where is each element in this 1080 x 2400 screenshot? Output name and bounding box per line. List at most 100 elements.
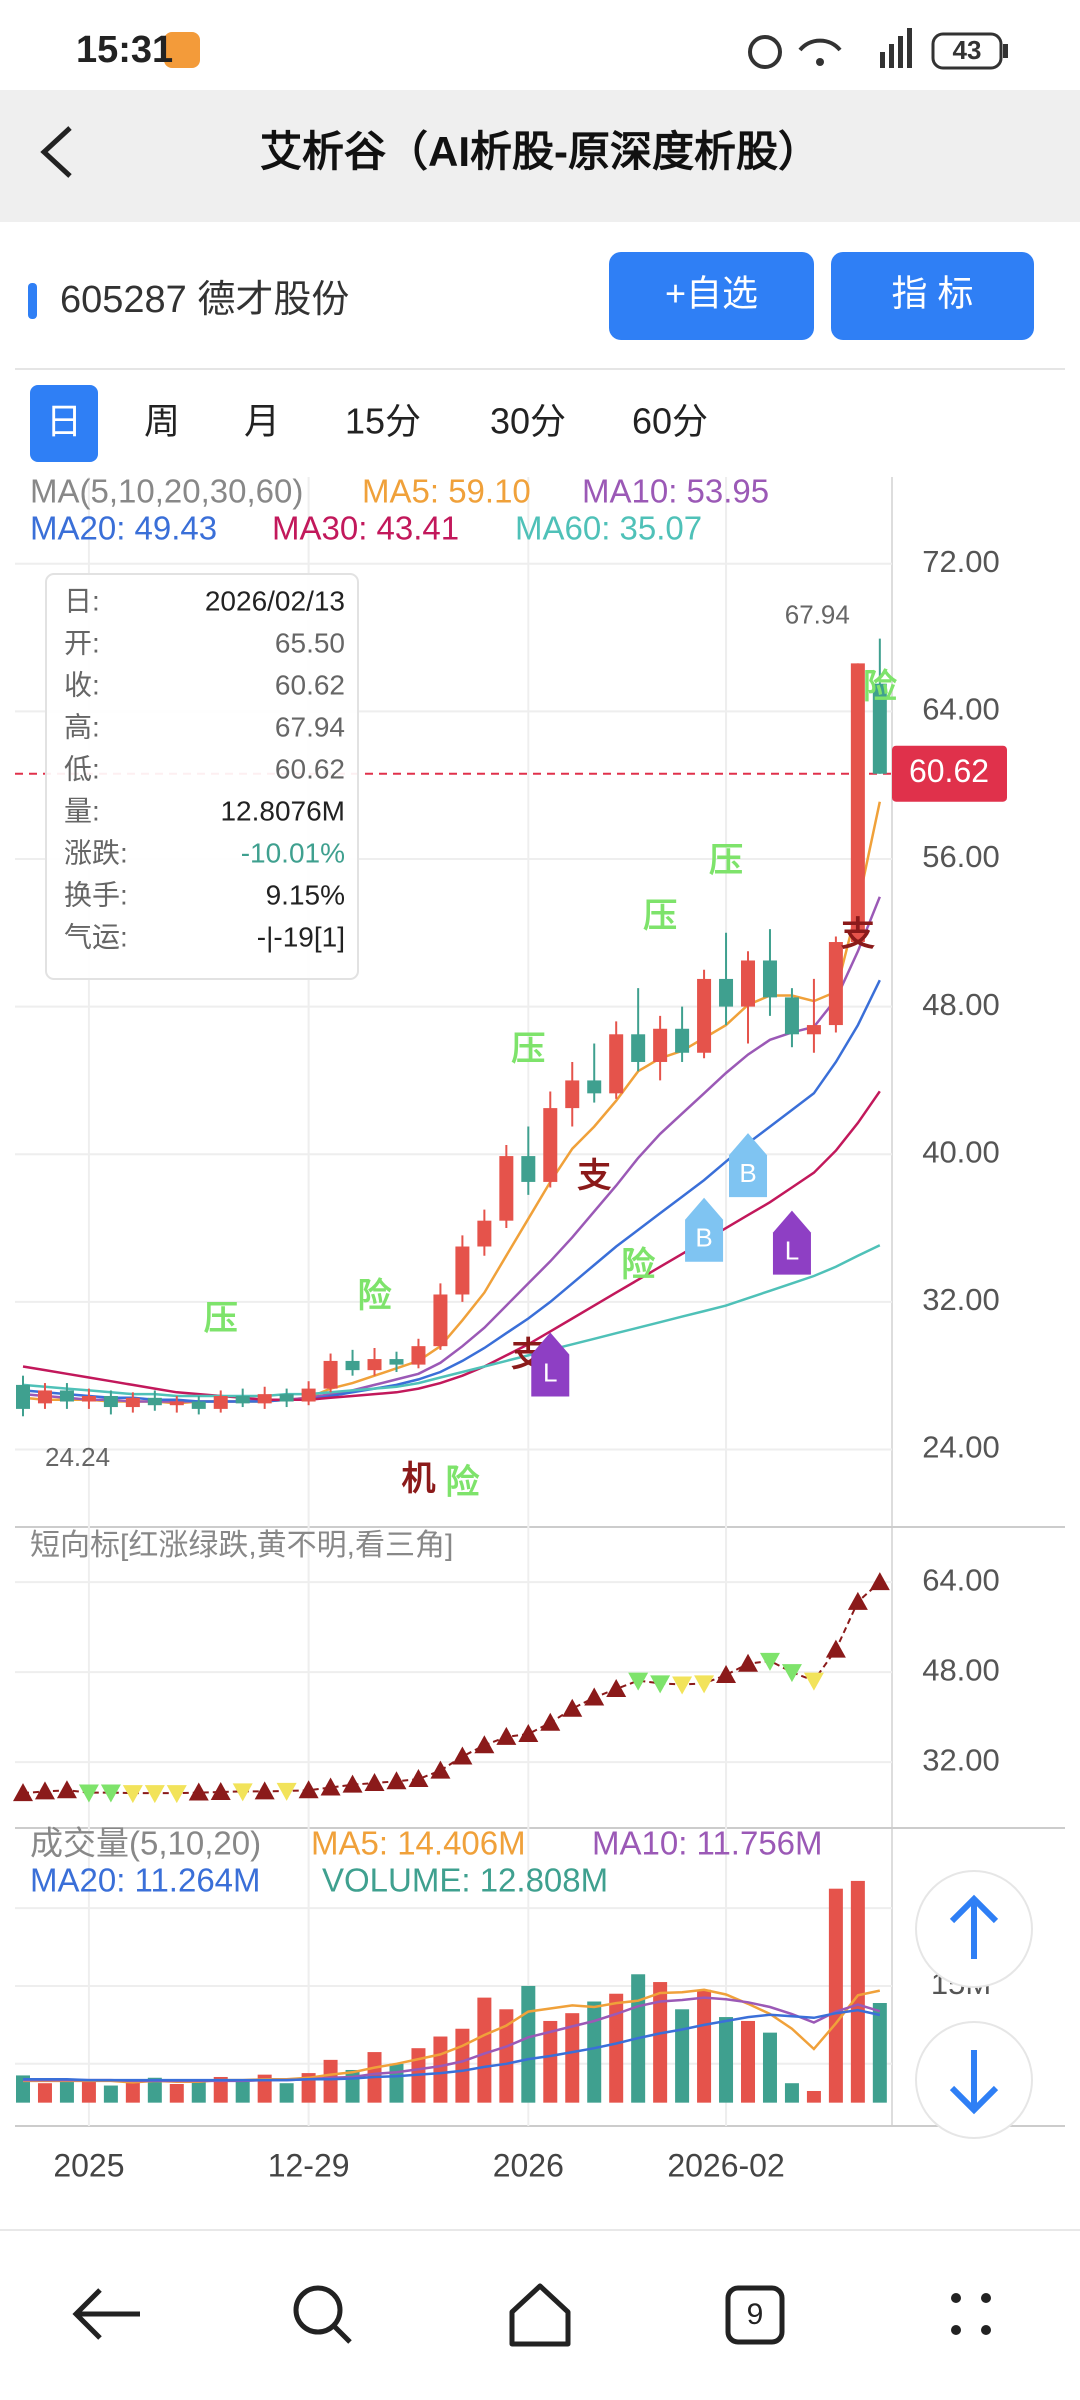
y-tick-label: 32.00 <box>922 1742 1000 1777</box>
float-button-arrow <box>949 1894 999 1959</box>
signal-triangle <box>34 1781 55 1800</box>
candle-body <box>279 1394 294 1402</box>
signal-triangle <box>298 1780 319 1799</box>
back-button[interactable] <box>40 126 72 178</box>
candle-body <box>587 1080 602 1094</box>
y-tick-label: 56.00 <box>922 839 1000 874</box>
signal-triangle <box>825 1639 846 1658</box>
signal-badge <box>531 1332 570 1397</box>
volume-legend: MA5: 14.406M <box>311 1825 526 1862</box>
ma-line <box>22 896 881 1403</box>
signal-triangle <box>781 1664 802 1683</box>
volume-bar <box>169 2083 184 2103</box>
tab[interactable]: 周 <box>144 401 180 442</box>
volume-bar <box>521 1985 536 2103</box>
volume-bar <box>257 2074 272 2103</box>
signal-badge-label: B <box>739 1158 756 1188</box>
signal-triangle <box>78 1784 99 1803</box>
candle-body <box>59 1390 74 1402</box>
candle-body <box>169 1401 184 1406</box>
candle-body <box>147 1397 162 1406</box>
signal-triangle <box>518 1724 539 1743</box>
tab[interactable]: 15分 <box>345 401 421 442</box>
signal-annotation: 险 <box>621 1245 656 1284</box>
ma-legend: MA20: 49.43 <box>30 510 217 547</box>
nav-menu[interactable] <box>951 2293 991 2335</box>
volume-bar <box>653 1982 668 2103</box>
signal-badge <box>685 1197 724 1262</box>
signal-triangle <box>100 1784 121 1803</box>
x-tick-label: 12-29 <box>268 2147 350 2183</box>
volume-bar <box>609 1993 624 2103</box>
signal-triangle <box>254 1781 275 1800</box>
volume-bar <box>389 2063 404 2103</box>
scroll-down-button[interactable] <box>915 2021 1033 2139</box>
candle-body <box>16 1384 30 1409</box>
signal-title: 短向标[红涨绿跌,黄不明,看三角] <box>30 1529 453 1562</box>
info-value: 65.50 <box>275 627 345 658</box>
volume-legend: MA10: 11.756M <box>592 1825 823 1862</box>
x-tick-label: 2026 <box>493 2147 564 2183</box>
info-value: 9.15% <box>266 879 345 910</box>
signal-triangle <box>408 1769 429 1788</box>
volume-bar <box>213 2076 228 2103</box>
volume-bar <box>59 2080 74 2103</box>
volume-bar <box>235 2081 250 2103</box>
info-label: 收: <box>64 669 100 700</box>
signal-triangle <box>188 1782 209 1801</box>
info-label: 换手: <box>64 879 128 910</box>
nav-tabs[interactable] <box>725 2285 785 2345</box>
volume-bar <box>191 2080 206 2103</box>
candle-body <box>609 1034 624 1094</box>
action-button-label: 指 标 <box>891 273 973 314</box>
signal-triangle <box>276 1782 297 1801</box>
stock-label: 605287 德才股份 <box>60 279 349 321</box>
candle-body <box>257 1394 272 1404</box>
signal-triangle <box>452 1746 473 1765</box>
signal-annotation: 压 <box>204 1299 238 1337</box>
signal-triangle <box>738 1653 759 1672</box>
volume-bar <box>345 2069 360 2103</box>
ma-line <box>22 1090 881 1401</box>
signal-triangle <box>166 1785 187 1804</box>
action-button[interactable] <box>609 252 814 340</box>
y-tick-label: 48.00 <box>922 1652 1000 1687</box>
volume-bar <box>455 2028 470 2103</box>
status-time: 15:31 <box>76 29 173 71</box>
candle-body <box>521 1156 536 1182</box>
nav-home[interactable] <box>509 2283 571 2347</box>
volume-bar <box>477 1997 492 2103</box>
scroll-up-button[interactable] <box>915 1870 1033 1988</box>
ma-legend: MA30: 43.41 <box>272 510 459 547</box>
tab[interactable]: 30分 <box>490 401 566 442</box>
y-tick-label: 32.00 <box>922 1282 1000 1317</box>
signal-badge <box>772 1210 811 1275</box>
info-value: 2026/02/13 <box>205 585 345 616</box>
signal-annotation: 压 <box>709 842 743 880</box>
signal-badge-label: L <box>785 1236 799 1266</box>
ma-legend-title: MA(5,10,20,30,60) <box>30 473 303 510</box>
min-mark: 24.24 <box>45 1442 110 1472</box>
volume-bar <box>850 1880 865 2103</box>
tab[interactable]: 60分 <box>632 401 708 442</box>
action-button[interactable] <box>831 252 1034 340</box>
candle-body <box>762 960 777 998</box>
tab[interactable]: 日 <box>46 401 82 442</box>
signal-triangle <box>342 1774 363 1793</box>
candle-body <box>675 1028 690 1053</box>
tab[interactable]: 月 <box>244 401 280 442</box>
x-tick-label: 2026-02 <box>667 2147 784 2183</box>
signal-triangle <box>869 1572 890 1591</box>
action-button-label: +自选 <box>665 273 758 314</box>
candle-body <box>477 1220 492 1247</box>
nav-back[interactable] <box>72 2288 140 2340</box>
volume-bar <box>433 2036 448 2103</box>
candle-body <box>872 683 887 774</box>
volume-legend-title: 成交量(5,10,20) <box>30 1825 261 1862</box>
volume-bar <box>147 2077 162 2103</box>
nav-search[interactable] <box>293 2285 352 2344</box>
signal-triangle <box>628 1672 649 1691</box>
candle-body <box>191 1401 206 1409</box>
volume-legend: MA20: 11.264M <box>30 1862 261 1899</box>
tab-selected <box>30 385 98 462</box>
